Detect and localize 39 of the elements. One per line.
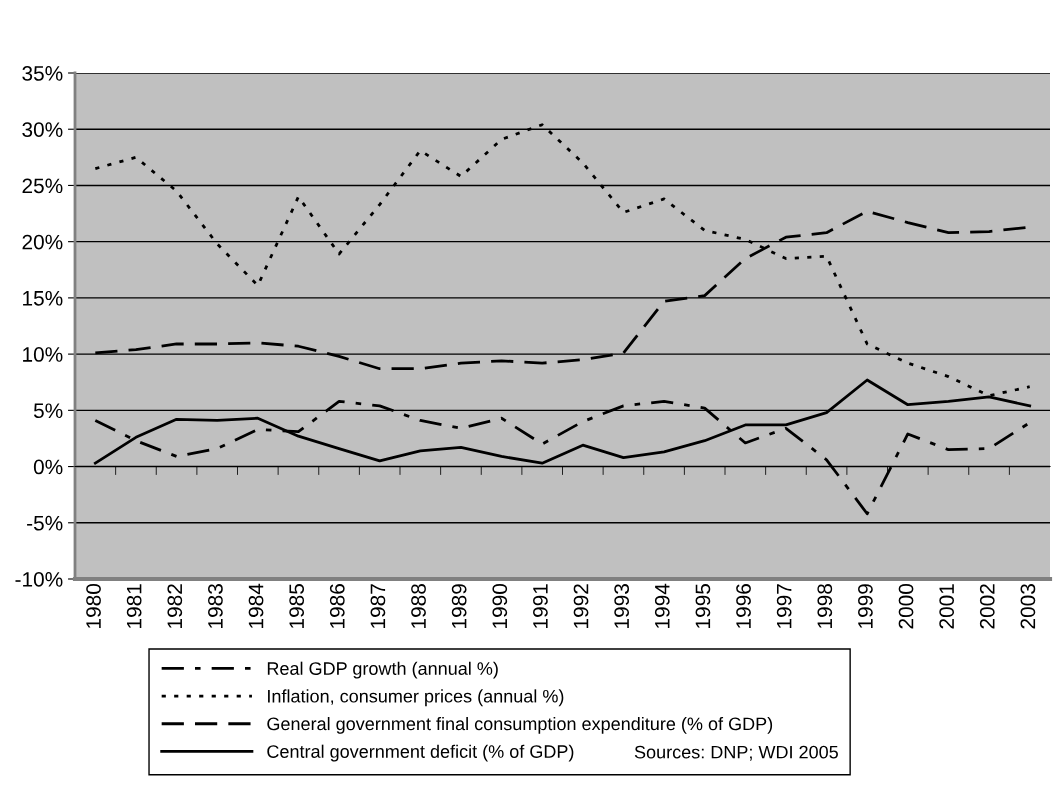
x-tick-label: 1983	[208, 584, 223, 628]
x-tick-label: 1987	[370, 584, 386, 628]
x-tick-label: 1984	[248, 583, 264, 628]
x-tick-label: 1988	[411, 584, 426, 628]
x-tick-label: 1993	[614, 584, 630, 628]
x-tick-label: 1997	[776, 584, 792, 628]
legend-label: General government final consumption expenditure (% of GDP)	[267, 717, 773, 734]
y-tick-label: -5%	[27, 515, 63, 531]
y-tick-label: 25%	[22, 178, 63, 194]
y-tick-label: 20%	[22, 234, 63, 250]
x-tick-label: 1998	[817, 584, 833, 628]
x-tick-label: 2002	[979, 584, 995, 629]
x-tick-label: 2003	[1020, 584, 1036, 629]
x-tick-label: 1981	[126, 584, 142, 628]
x-tick-label: 2000	[898, 583, 914, 629]
legend-label: Inflation, consumer prices (annual %)	[268, 689, 564, 707]
x-tick-label: 1994	[654, 583, 670, 628]
x-tick-label: 1989	[451, 584, 467, 628]
x-tick-label: 1999	[858, 584, 873, 628]
source-note: Sources: DNP; WDI 2005	[634, 745, 838, 761]
y-tick-label: 15%	[23, 290, 63, 306]
legend-label: Real GDP growth (annual %)	[267, 661, 498, 679]
x-tick-label: 1992	[573, 584, 589, 628]
x-tick-label: 1995	[695, 584, 711, 628]
y-tick-label: 5%	[33, 403, 63, 419]
legend-label: Central government deficit (% of GDP)	[267, 744, 574, 762]
x-tick-label: 1996	[736, 584, 751, 628]
x-tick-label: 1982	[167, 584, 183, 628]
x-tick-label: 2001	[939, 584, 955, 629]
y-tick-label: 30%	[22, 122, 63, 137]
x-tick-label: 1990	[492, 583, 508, 628]
y-tick-label: 0%	[33, 459, 63, 475]
y-tick-label: 10%	[23, 347, 63, 362]
x-tick-label: 1985	[289, 584, 305, 628]
x-tick-label: 1986	[329, 584, 345, 628]
y-tick-label: 35%	[22, 66, 63, 81]
x-tick-label: 1980	[86, 583, 101, 628]
y-tick-label: -10%	[15, 572, 63, 587]
x-tick-label: 1991	[533, 584, 548, 628]
